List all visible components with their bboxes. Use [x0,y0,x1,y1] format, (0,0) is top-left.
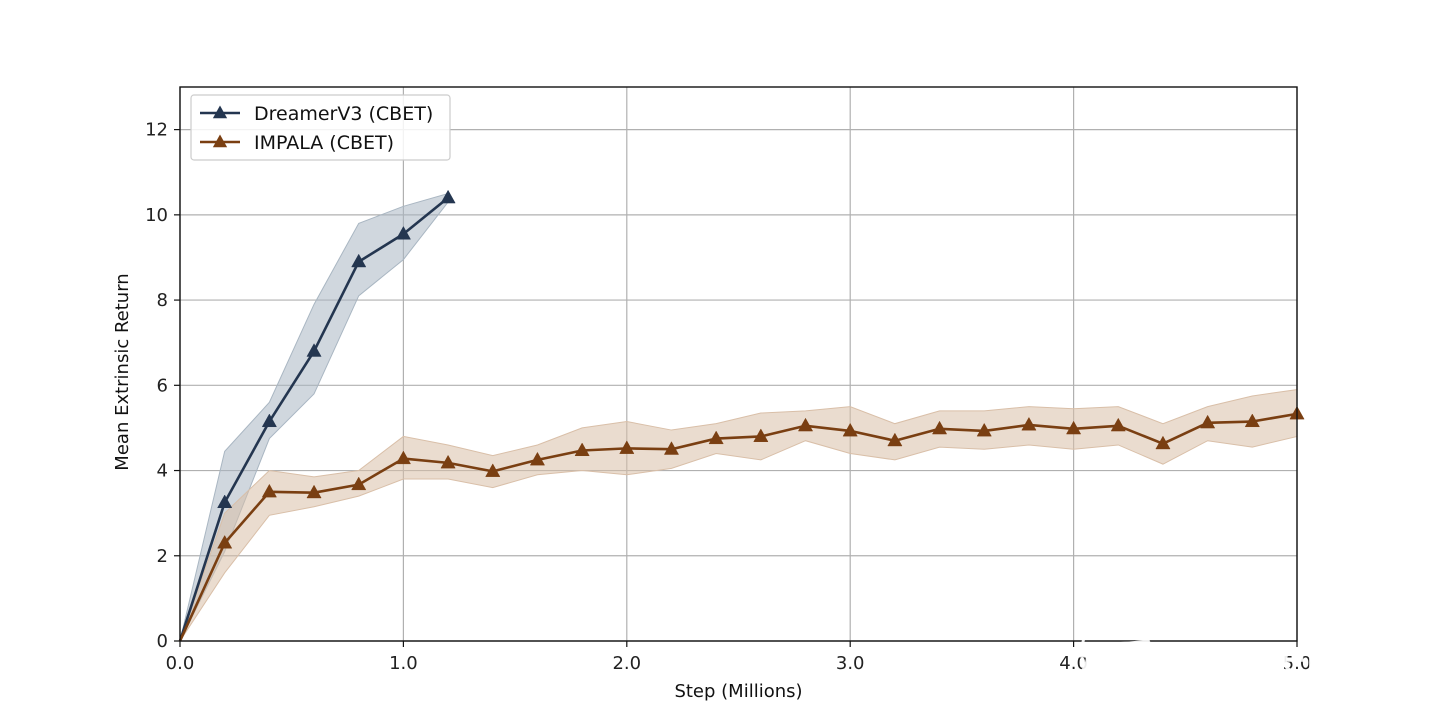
x-tick-label: 4.0 [1059,653,1088,674]
data-point-marker [440,189,456,204]
data-point-marker [395,226,411,240]
legend-label: IMPALA (CBET) [254,132,394,154]
data-point-marker [306,484,322,499]
data-point-marker [574,442,590,457]
data-point-marker [887,432,903,447]
data-point-marker [753,428,769,442]
x-tick-label: 3.0 [836,653,865,674]
legend-box [190,94,451,161]
data-point-marker [485,463,501,477]
legend-marker [212,105,228,119]
x-tick-label: 0.0 [166,653,195,674]
data-point-marker [1066,420,1082,435]
y-tick-label: 6 [157,375,168,396]
data-point-marker [217,534,233,549]
series-line [178,412,1298,642]
y-tick-label: 8 [157,290,168,311]
data-point-marker [261,483,277,498]
series-markers [217,189,1305,549]
data-point-marker [797,417,814,432]
data-point-marker [1244,413,1260,428]
legend: DreamerV3 (CBET) IMPALA (CBET) [190,94,451,161]
data-point-marker [217,494,233,508]
y-tick-label: 0 [157,631,168,652]
data-point-marker [395,450,411,465]
data-point-marker [351,476,367,491]
data-point-marker [842,422,858,437]
data-point-marker [261,413,277,428]
data-point-marker [1200,414,1216,429]
y-tick-label: 2 [157,546,168,567]
data-point-marker [1155,435,1171,450]
legend-marker [212,134,228,148]
plot-frame [179,86,1298,642]
data-point-marker [440,454,456,469]
data-point-marker [529,451,545,466]
data-point-marker [1110,417,1126,432]
axis-ticks: 0.0 1.0 2.0 3.0 4.0 5.0 0 2 4 6 8 10 12 [145,120,1311,674]
data-point-marker [306,343,322,357]
y-tick-label: 12 [145,120,168,141]
data-point-marker [1021,416,1037,431]
y-axis-label: Mean Extrinsic Return [112,273,133,470]
data-point-marker [708,430,724,445]
data-point-marker [976,422,992,437]
x-tick-label: 5.0 [1283,653,1312,674]
legend-label: DreamerV3 (CBET) [254,103,433,125]
y-tick-label: 4 [157,461,168,482]
data-point-marker [351,253,367,268]
x-tick-label: 2.0 [612,653,641,674]
y-tick-label: 10 [145,205,168,226]
data-point-marker [619,440,635,454]
data-point-marker [932,420,948,435]
x-axis-label: Step (Millions) [674,681,802,702]
watermark: 知乎 @Paper易论 [1076,636,1402,682]
data-point-marker [663,441,680,455]
x-tick-label: 1.0 [389,653,418,674]
